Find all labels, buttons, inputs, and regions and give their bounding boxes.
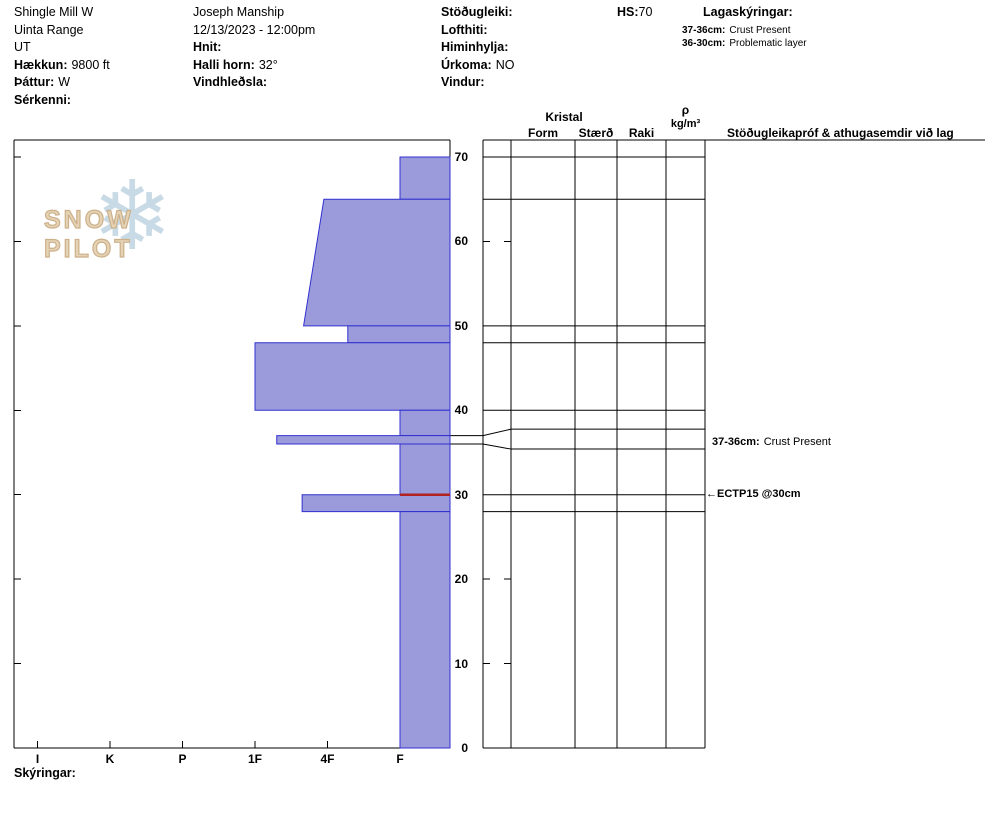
- layer-comment-text: Crust Present: [763, 436, 831, 448]
- sky-cover-label: Himinhylja:: [441, 40, 509, 54]
- col-header-moisture: Raki: [628, 126, 655, 140]
- layer-note: 37-36cm: Crust Present: [682, 25, 791, 37]
- hardness-axis-label-F: F: [396, 752, 404, 766]
- air-temp-label: Lofthiti:: [441, 23, 488, 37]
- precip-line: Úrkoma: NO: [441, 58, 514, 73]
- depth-tick-label-0: 0: [461, 741, 468, 755]
- stability-test-result: ←ECTP15 @30cm: [706, 488, 801, 501]
- hs-value: 70: [638, 5, 653, 19]
- depth-tick-label-70: 70: [454, 150, 468, 164]
- arrow-left-icon: ←: [706, 488, 717, 500]
- snow-height-line: HS:70: [617, 5, 652, 20]
- crystal-group-header: Kristal: [545, 110, 583, 124]
- aspect-label: Þáttur:: [14, 75, 55, 89]
- slope-angle-line: Halli horn: 32°: [193, 58, 278, 73]
- layer-note: 36-30cm: Problematic layer: [682, 38, 807, 50]
- slope-angle-value: 32°: [258, 58, 278, 72]
- depth-tick-label-40: 40: [454, 403, 468, 418]
- state: UT: [14, 40, 31, 54]
- snowpilot-logo: ❄ SNOW PILOT: [40, 166, 220, 282]
- density-units: kg/m³: [670, 118, 701, 130]
- hardness-axis-label-1F: 1F: [247, 752, 262, 766]
- layer-comment-crust: 37-36cm: Crust Present: [712, 436, 831, 449]
- col-header-form: Form: [528, 126, 558, 140]
- depth-tick-label-10: 10: [454, 656, 468, 671]
- elevation-value: 9800 ft: [71, 58, 110, 72]
- coords-label: Hnit:: [193, 40, 222, 54]
- stability-label: Stöðugleiki:: [441, 5, 513, 19]
- wind-loading-label: Vindhleðsla:: [193, 75, 268, 89]
- tests-comments-header: Stöðugleikapróf & athugasemdir við lag: [727, 126, 954, 140]
- mountain-range: Uinta Range: [14, 23, 84, 37]
- hs-label: HS:: [617, 5, 639, 19]
- precip-label: Úrkoma:: [441, 58, 492, 72]
- depth-tick-label-60: 60: [454, 234, 468, 249]
- layer-note-text: Crust Present: [729, 25, 791, 36]
- elevation-line: Hækkun: 9800 ft: [14, 58, 110, 73]
- aspect-value: W: [58, 75, 71, 89]
- special-label: Sérkenni:: [14, 93, 71, 107]
- depth-tick-label-30: 30: [454, 487, 468, 502]
- snowflake-icon: ❄: [92, 160, 173, 272]
- depth-tick-label-50: 50: [454, 318, 468, 333]
- observer-name: Joseph Manship: [193, 5, 285, 19]
- test-result-text: ECTP15 @30cm: [717, 488, 801, 500]
- observation-datetime: 12/13/2023 - 12:00pm: [193, 23, 316, 37]
- layer-note-range: 37-36cm:: [682, 25, 726, 36]
- layer-comment-range: 37-36cm:: [712, 436, 760, 448]
- hardness-axis-label-I: I: [35, 752, 40, 766]
- elevation-label: Hækkun:: [14, 58, 68, 72]
- density-symbol: ρ: [681, 103, 690, 117]
- col-header-size: Stærð: [578, 126, 614, 140]
- layer-notes-title: Lagaskýringar:: [703, 5, 793, 19]
- hardness-axis-label-K: K: [105, 752, 115, 766]
- layer-note-range: 36-30cm:: [682, 38, 726, 49]
- hardness-axis-label-P: P: [178, 752, 187, 766]
- wind-label: Vindur:: [441, 75, 485, 89]
- slope-angle-label: Halli horn:: [193, 58, 255, 72]
- legend-label: Skýringar:: [14, 766, 76, 780]
- aspect-line: Þáttur: W: [14, 75, 70, 90]
- site-name: Shingle Mill W: [14, 5, 94, 19]
- profile-layers: [254, 156, 451, 749]
- layer-note-text: Problematic layer: [729, 38, 807, 49]
- snowpilot-logo-text: SNOW PILOT: [43, 205, 134, 263]
- depth-tick-label-20: 20: [454, 572, 468, 587]
- precip-value: NO: [495, 58, 515, 72]
- hardness-axis-label-4F: 4F: [320, 752, 335, 766]
